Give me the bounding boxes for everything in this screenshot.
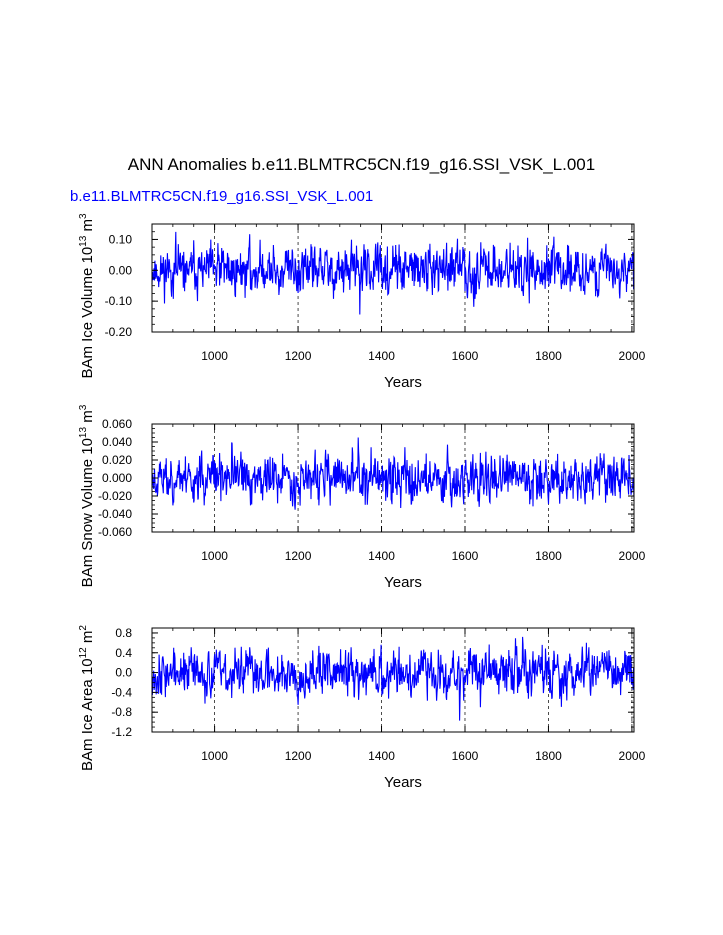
x-tick-label: 1400 [368, 349, 395, 363]
y-tick-label: 0.8 [115, 626, 132, 640]
x-tick-label: 1600 [452, 549, 479, 563]
y-tick-label: 0.060 [102, 417, 132, 431]
y-tick-label: 0.0 [115, 666, 132, 680]
series-line [151, 437, 635, 510]
x-tick-label: 1800 [535, 749, 562, 763]
y-axis-title: BAm Snow Volume 1013 m3 [78, 404, 96, 587]
case-label: b.e11.BLMTRC5CN.f19_g16.SSI_VSK_L.001 [70, 188, 374, 205]
y-tick-label: -0.020 [98, 489, 132, 503]
x-axis-title: Years [384, 374, 422, 391]
x-tick-label: 2000 [619, 349, 646, 363]
y-tick-label: -0.20 [105, 325, 133, 339]
x-tick-label: 1400 [368, 549, 395, 563]
series-line [151, 231, 635, 315]
y-tick-label: -0.4 [111, 685, 132, 699]
x-tick-label: 1800 [535, 549, 562, 563]
x-tick-label: 1400 [368, 749, 395, 763]
plot-frame [151, 627, 635, 733]
y-tick-label: 0.4 [115, 646, 132, 660]
y-tick-label: 0.020 [102, 453, 132, 467]
x-axis-title: Years [384, 574, 422, 591]
x-tick-label: 1000 [201, 749, 228, 763]
y-axis-title: BAm Ice Volume 1013 m3 [78, 213, 96, 379]
y-tick-label: -0.10 [105, 294, 133, 308]
x-tick-label: 1000 [201, 349, 228, 363]
y-tick-label: 0.10 [109, 232, 133, 246]
x-tick-label: 1000 [201, 549, 228, 563]
y-tick-label: -0.060 [98, 525, 132, 539]
chart-title: ANN Anomalies b.e11.BLMTRC5CN.f19_g16.SS… [127, 155, 596, 174]
x-tick-label: 1600 [452, 749, 479, 763]
y-tick-label: -0.8 [111, 705, 132, 719]
x-tick-label: 2000 [619, 749, 646, 763]
x-tick-label: 2000 [619, 549, 646, 563]
y-tick-label: -0.040 [98, 507, 132, 521]
x-axis-title: Years [384, 774, 422, 791]
x-tick-label: 1200 [285, 549, 312, 563]
y-tick-label: 0.040 [102, 435, 132, 449]
y-tick-label: -1.2 [111, 725, 132, 739]
x-tick-label: 1600 [452, 349, 479, 363]
y-axis-title: BAm Ice Area 1012 m2 [78, 625, 96, 771]
x-tick-label: 1200 [285, 749, 312, 763]
x-tick-label: 1800 [535, 349, 562, 363]
series-line [151, 636, 635, 721]
y-tick-label: 0.000 [102, 471, 132, 485]
y-tick-label: 0.00 [109, 263, 133, 277]
x-tick-label: 1200 [285, 349, 312, 363]
